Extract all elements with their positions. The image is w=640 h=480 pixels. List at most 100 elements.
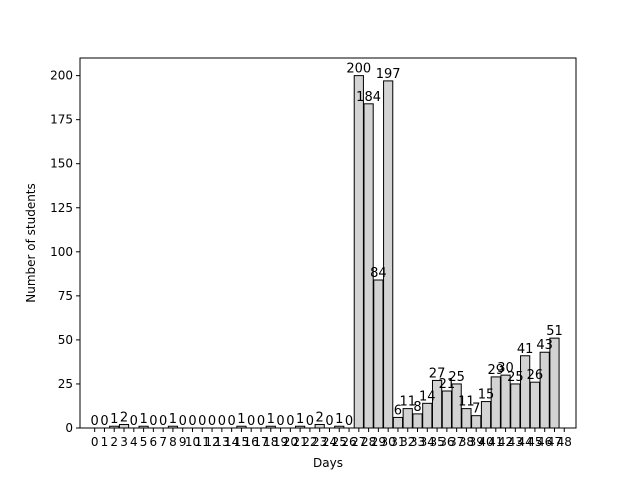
y-axis-label: Number of students xyxy=(24,183,38,303)
x-tick-label: 41 xyxy=(488,435,503,449)
bar-value-label: 0 xyxy=(286,414,294,429)
x-tick-label: 5 xyxy=(140,435,148,449)
y-tick-label: 175 xyxy=(50,113,73,127)
x-tick-label: 44 xyxy=(517,435,532,449)
bar-day-34 xyxy=(422,402,433,429)
x-axis: 0 1 2 3 4 5 6 7 8 9101112131415161718192021222324… xyxy=(91,428,572,449)
x-tick-label: 23 xyxy=(312,435,327,449)
bar-value-label: 29 xyxy=(488,363,505,378)
y-tick-label: 100 xyxy=(50,245,73,259)
x-tick-label: 32 xyxy=(400,435,415,449)
bar-value-label: 0 xyxy=(179,414,187,429)
x-tick-label: 43 xyxy=(508,435,523,449)
x-tick-label: 37 xyxy=(449,435,464,449)
x-tick-label: 3 xyxy=(120,435,128,449)
bar-value-label: 1 xyxy=(237,412,245,427)
bar-value-label: 200 xyxy=(346,62,371,77)
x-tick-label: 19 xyxy=(273,435,288,449)
bar-value-label: 41 xyxy=(517,342,534,357)
bar-value-label: 0 xyxy=(218,414,226,429)
x-tick-label: 14 xyxy=(224,435,239,449)
x-tick-label: 30 xyxy=(381,435,396,449)
bar-value-label: 0 xyxy=(100,414,108,429)
y-tick-label: 200 xyxy=(50,69,73,83)
x-tick-label: 42 xyxy=(498,435,513,449)
bar-value-label: 11 xyxy=(399,395,416,410)
bar-value-label: 0 xyxy=(130,414,138,429)
x-tick-label: 31 xyxy=(390,435,405,449)
bar-value-label: 0 xyxy=(247,414,255,429)
x-tick-label: 35 xyxy=(429,435,444,449)
bar-value-label: 0 xyxy=(276,414,284,429)
bar-value-label: 7 xyxy=(472,402,480,417)
bar-day-33 xyxy=(412,413,423,429)
x-tick-label: 27 xyxy=(351,435,366,449)
x-tick-label: 6 xyxy=(150,435,158,449)
bar-day-31 xyxy=(392,416,404,429)
bar-value-label: 30 xyxy=(497,361,514,376)
bar-value-label: 2 xyxy=(316,410,324,425)
x-tick-label: 15 xyxy=(234,435,249,449)
bar-value-label: 84 xyxy=(370,266,387,281)
bar-value-label: 0 xyxy=(159,414,167,429)
bar-day-40 xyxy=(480,401,492,429)
x-tick-label: 4 xyxy=(130,435,138,449)
x-tick-label: 12 xyxy=(204,435,219,449)
bars-group xyxy=(109,75,560,429)
bar-value-label: 21 xyxy=(439,377,456,392)
x-tick-label: 28 xyxy=(361,435,376,449)
x-tick-label: 8 xyxy=(169,435,177,449)
bar-value-label: 2 xyxy=(120,410,128,425)
x-tick-label: 25 xyxy=(332,435,347,449)
bar-value-label: 0 xyxy=(149,414,157,429)
bar-value-label: 1 xyxy=(139,412,147,427)
bar-labels-group: 0 0 1 2 0 1 0 0 1 0 0 0 0 0 0 1 0 0 1 0 0 1 0 2 0 1 02001848419761… xyxy=(91,62,563,429)
x-tick-label: 17 xyxy=(253,435,268,449)
x-tick-label: 11 xyxy=(195,435,210,449)
bar-day-30 xyxy=(383,80,394,429)
bar-day-27 xyxy=(353,75,364,429)
x-tick-label: 21 xyxy=(292,435,307,449)
x-tick-label: 38 xyxy=(459,435,474,449)
bar-day-32 xyxy=(402,408,413,429)
x-tick-label: 34 xyxy=(420,435,435,449)
bar-value-label: 11 xyxy=(458,395,475,410)
bar-day-43 xyxy=(510,383,521,429)
bar-day-46 xyxy=(539,351,550,429)
bar-day-29 xyxy=(373,279,384,429)
bar-value-label: 14 xyxy=(419,389,436,404)
bar-value-label: 8 xyxy=(413,400,421,415)
bar-value-label: 25 xyxy=(507,370,524,385)
bar-value-label: 184 xyxy=(356,90,381,105)
bar-value-label: 15 xyxy=(478,388,495,403)
x-tick-label: 33 xyxy=(410,435,425,449)
bar-day-39 xyxy=(471,415,482,429)
x-tick-label: 1 xyxy=(101,435,109,449)
bar-value-label: 0 xyxy=(306,414,314,429)
bar-value-label: 0 xyxy=(227,414,235,429)
x-tick-label: 40 xyxy=(478,435,493,449)
x-tick-label: 20 xyxy=(283,435,298,449)
bar-day-44 xyxy=(520,355,531,429)
bar-day-36 xyxy=(441,390,452,429)
bar-value-label: 197 xyxy=(376,67,401,82)
x-tick-label: 9 xyxy=(179,435,187,449)
x-tick-label: 26 xyxy=(341,435,356,449)
bar-value-label: 43 xyxy=(536,338,553,353)
bar-value-label: 6 xyxy=(394,403,402,418)
y-tick-label: 50 xyxy=(58,333,73,347)
bar-value-label: 0 xyxy=(325,414,333,429)
bar-value-label: 0 xyxy=(208,414,216,429)
x-tick-label: 45 xyxy=(527,435,542,449)
bar-value-label: 0 xyxy=(91,414,99,429)
bar-value-label: 0 xyxy=(345,414,353,429)
bar-value-label: 27 xyxy=(429,366,446,381)
bar-value-label: 26 xyxy=(527,368,544,383)
x-tick-label: 0 xyxy=(91,435,99,449)
bar-value-label: 0 xyxy=(257,414,265,429)
x-tick-label: 47 xyxy=(547,435,562,449)
bar-value-label: 0 xyxy=(188,414,196,429)
x-axis-label: Days xyxy=(313,456,343,470)
bar-value-label: 1 xyxy=(169,412,177,427)
